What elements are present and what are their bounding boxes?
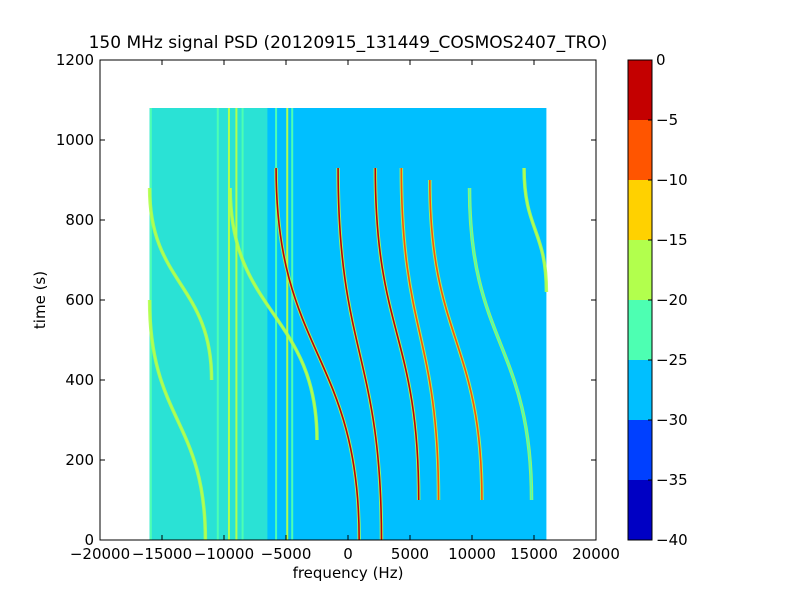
colorbar-tick-label: −20 <box>656 291 688 309</box>
colorbar-segment <box>628 60 652 120</box>
x-tick-label: 15000 <box>510 545 558 563</box>
y-tick-label: 200 <box>65 451 94 469</box>
x-axis: −20000 −15000 −10000 −5000 0 5000 10000 15000 20… <box>70 60 620 563</box>
x-tick-label: −15000 <box>132 545 192 563</box>
x-tick-label: −5000 <box>261 545 312 563</box>
chart-title: 150 MHz signal PSD (20120915_131449_COSM… <box>89 33 608 53</box>
colorbar-segment <box>628 180 652 240</box>
colorbar-segment <box>628 120 652 180</box>
doppler-track <box>148 187 213 381</box>
doppler-track <box>275 167 360 541</box>
doppler-track <box>374 167 420 501</box>
colorbar-tick-label: 0 <box>656 51 666 69</box>
doppler-track <box>148 299 207 541</box>
y-tick-label: 600 <box>65 291 94 309</box>
colorbar-tick-label: −15 <box>656 231 688 249</box>
y-tick-label: 400 <box>65 371 94 389</box>
x-tick-label: 20000 <box>572 545 620 563</box>
x-tick-label: 5000 <box>391 545 429 563</box>
colorbar: 0 −5 −10 −15 −20 −25 −30 −35 −40 <box>627 51 688 549</box>
doppler-track <box>429 179 483 501</box>
x-tick-label: −20000 <box>70 545 130 563</box>
colorbar-segment <box>628 300 652 360</box>
colorbar-tick-label: −5 <box>656 111 678 129</box>
colorbar-segment <box>628 420 652 480</box>
doppler-track <box>229 187 318 441</box>
doppler-track <box>523 167 548 293</box>
doppler-track <box>337 167 383 541</box>
colorbar-tick-label: −25 <box>656 351 688 369</box>
colorbar-segment <box>628 240 652 300</box>
y-axis-label: time (s) <box>31 271 49 329</box>
doppler-track <box>468 187 533 501</box>
x-axis-label: frequency (Hz) <box>293 564 404 582</box>
x-tick-label: 0 <box>343 545 353 563</box>
colorbar-tick-label: −30 <box>656 411 688 429</box>
y-axis: 0 200 400 600 800 1000 1200 <box>56 51 596 549</box>
colorbar-tick-label: −40 <box>656 531 688 549</box>
x-tick-label: 10000 <box>448 545 496 563</box>
y-tick-label: 0 <box>84 531 94 549</box>
x-tick-label: −10000 <box>194 545 254 563</box>
colorbar-tick-label: −35 <box>656 471 688 489</box>
plot-area <box>147 108 549 541</box>
y-tick-label: 800 <box>65 211 94 229</box>
colorbar-segment <box>628 360 652 420</box>
heatmap-noise-band <box>149 108 268 540</box>
doppler-track <box>400 167 440 501</box>
colorbar-segment <box>628 480 652 540</box>
colorbar-tick-label: −10 <box>656 171 688 189</box>
y-tick-label: 1000 <box>56 131 94 149</box>
y-tick-label: 1200 <box>56 51 94 69</box>
